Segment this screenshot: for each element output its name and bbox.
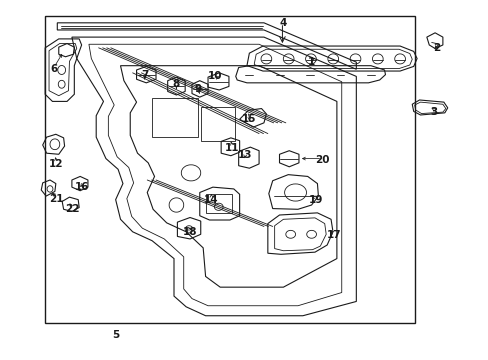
Text: 5: 5: [112, 330, 119, 341]
Text: 17: 17: [326, 230, 341, 240]
Text: 16: 16: [74, 182, 89, 192]
Text: 12: 12: [49, 159, 63, 169]
Bar: [152, 98, 198, 137]
Text: 18: 18: [183, 227, 197, 237]
Text: 2: 2: [432, 43, 439, 53]
Text: 19: 19: [308, 195, 323, 204]
Text: 10: 10: [208, 71, 222, 81]
Text: 13: 13: [238, 150, 252, 160]
Text: 15: 15: [242, 114, 256, 124]
Text: 7: 7: [141, 69, 148, 80]
Text: 20: 20: [314, 156, 329, 165]
Bar: [205, 194, 232, 213]
Text: 4: 4: [279, 18, 286, 28]
Text: 14: 14: [203, 195, 218, 204]
Text: 21: 21: [49, 194, 63, 203]
Text: 8: 8: [172, 78, 180, 89]
Text: 11: 11: [224, 143, 239, 153]
Text: 6: 6: [50, 64, 58, 74]
Bar: [201, 107, 234, 141]
Bar: [45, 16, 414, 323]
Text: 3: 3: [429, 107, 437, 117]
Text: 1: 1: [307, 57, 315, 67]
Text: 9: 9: [194, 84, 202, 94]
Text: 22: 22: [64, 203, 79, 213]
